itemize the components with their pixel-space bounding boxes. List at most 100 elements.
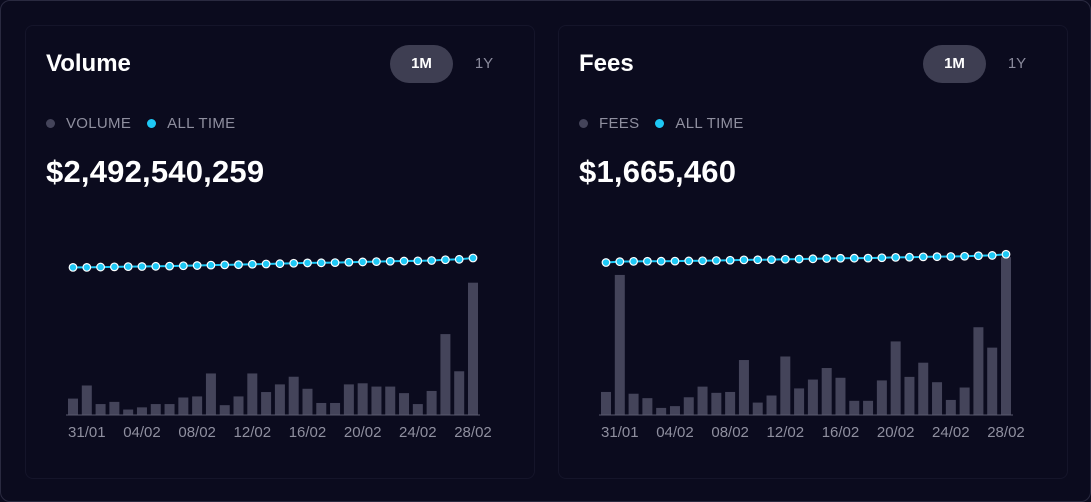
bar [780,356,791,415]
all-time-point [987,251,997,260]
bar [738,360,749,415]
bar [932,382,943,415]
bar [766,395,777,415]
period-1m-button[interactable]: 1M [390,45,453,83]
bar [904,376,915,415]
bar [192,396,203,415]
period-1y-button[interactable]: 1Y [1007,55,1027,72]
x-tick-label: 28/02 [987,424,1025,441]
x-tick-label: 08/02 [178,424,216,441]
all-time-point [946,252,956,261]
bar [959,387,970,415]
bar [697,386,708,415]
all-time-point [82,262,92,272]
all-time-point [794,254,804,264]
bar [973,327,984,415]
x-tick-label: 31/01 [601,424,639,441]
bar [316,402,327,415]
legend-item-fees: FEES [579,115,639,132]
bar [288,376,299,415]
bar [863,400,874,415]
bar [68,398,78,415]
legend-item-all-time: ALL TIME [655,115,743,132]
x-tick-label: 04/02 [656,424,694,441]
legend-dot [147,119,157,128]
all-time-point [385,256,395,266]
all-time-point [109,262,119,272]
bar [987,347,998,415]
legend-dot [579,119,588,128]
all-time-point [849,253,859,263]
all-time-point [960,251,970,261]
all-time-point [96,262,105,272]
all-time-point [234,260,243,270]
volume-chart: 31/01 04/02 08/02 12/02 16/02 20/02 24/02 28/02 [66,253,492,441]
all-time-point [399,256,409,266]
fees-chart: 31/01 04/02 08/02 12/02 16/02 20/02 24/02 28/02 [599,249,1025,441]
all-time-point [877,253,887,263]
fees-card: Fees 1M 1Y FEES ALL TIME $1,665,460 31/0… [558,25,1068,479]
bar [807,379,818,415]
x-tick-label: 16/02 [289,424,327,441]
all-time-point [137,262,147,271]
bar [794,388,805,415]
bar [849,400,860,415]
bar [628,393,639,415]
all-time-point [891,252,901,262]
volume-card: Volume 1M 1Y VOLUME ALL TIME $2,492,540,… [25,25,535,479]
all-time-point [123,262,133,272]
bar [81,385,92,415]
chart-legend: VOLUME ALL TIME [46,115,251,132]
bar [835,377,846,415]
bar [725,391,736,415]
chart-legend: FEES ALL TIME [579,115,760,132]
x-tick-label: 16/02 [822,424,860,441]
period-1y-button[interactable]: 1Y [474,55,494,72]
bar [385,386,396,415]
period-1m-button[interactable]: 1M [923,45,986,83]
all-time-point [1001,249,1011,259]
legend-label: FEES [599,115,640,132]
all-time-point [601,258,611,267]
legend-item-all-time: ALL TIME [147,115,235,132]
all-time-point [642,256,652,266]
total-value: $2,492,540,259 [46,154,265,189]
x-tick-label: 12/02 [234,424,272,441]
bar [601,391,611,415]
all-time-point [454,254,464,264]
bar [123,409,134,415]
bar [821,368,832,415]
x-tick-label: 20/02 [344,424,382,441]
legend-item-volume: VOLUME [46,115,131,132]
bar [357,383,368,415]
bar [164,404,175,415]
bar [918,362,929,415]
bar [669,406,680,415]
x-tick-label: 08/02 [711,424,749,441]
all-time-point [316,258,326,268]
all-time-point [372,257,381,267]
all-time-point [289,258,299,268]
x-tick-label: 20/02 [877,424,915,441]
bar [683,397,694,415]
bar [150,404,161,415]
bar [711,392,722,415]
all-time-point [68,262,78,272]
bar [302,388,313,415]
bar [371,386,382,415]
all-time-point [684,256,694,266]
all-time-point [615,257,625,267]
all-time-point [808,254,818,264]
legend-label: ALL TIME [675,115,744,132]
bar [330,402,341,415]
all-time-point [441,255,450,265]
card-title: Volume [46,50,131,77]
all-time-point [670,256,680,266]
all-time-point [151,261,161,271]
x-tick-label: 04/02 [123,424,161,441]
bar [945,399,956,415]
bar [261,392,272,415]
card-title: Fees [579,50,634,77]
legend-dot [46,119,55,128]
